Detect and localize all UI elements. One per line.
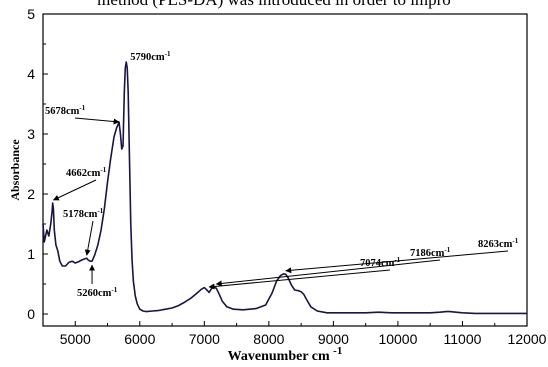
x-tick-label: 9000 <box>318 331 349 347</box>
y-tick-label: 1 <box>27 246 35 262</box>
x-axis-title: Wavenumber cm -1 <box>228 345 343 364</box>
peak-annotation: 5260cm-1 <box>77 286 118 299</box>
peak-annotation: 8263cm-1 <box>478 237 519 250</box>
peak-arrow <box>84 220 94 256</box>
x-tick-label: 5000 <box>60 331 91 347</box>
peak-annotation: 4662cm-1 <box>66 166 107 179</box>
peak-arrow <box>215 259 441 287</box>
y-tick-label: 0 <box>27 306 35 322</box>
peak-annotation: 5678cm-1 <box>45 104 86 117</box>
y-tick-label: 3 <box>27 126 35 142</box>
peak-annotation: 5790cm-1 <box>130 50 171 63</box>
y-tick-label: 2 <box>27 186 35 202</box>
peak-arrow <box>208 269 391 290</box>
x-tick-label: 11000 <box>444 331 482 347</box>
y-axis-title: Absorbance <box>8 139 22 201</box>
absorbance-series-line <box>42 61 527 315</box>
x-tick-label: 10000 <box>378 331 417 347</box>
plot-area-frame <box>42 13 528 327</box>
x-tick-label: 8000 <box>253 331 284 347</box>
y-tick-label: 4 <box>27 66 35 82</box>
header-text: method (PLS-DA) was introduced in order … <box>0 0 548 10</box>
y-tick-label: 5 <box>27 6 35 22</box>
peak-annotation: 7074cm-1 <box>360 256 401 269</box>
peak-arrow <box>285 250 509 274</box>
peak-arrow <box>74 117 120 125</box>
peak-annotation: 7186cm-1 <box>410 246 451 259</box>
x-tick-label: 12000 <box>508 331 547 347</box>
peak-annotation: 5178cm-1 <box>63 207 104 220</box>
x-tick-label: 6000 <box>124 331 155 347</box>
x-tick-label: 7000 <box>189 331 220 347</box>
peak-arrow <box>52 179 97 201</box>
